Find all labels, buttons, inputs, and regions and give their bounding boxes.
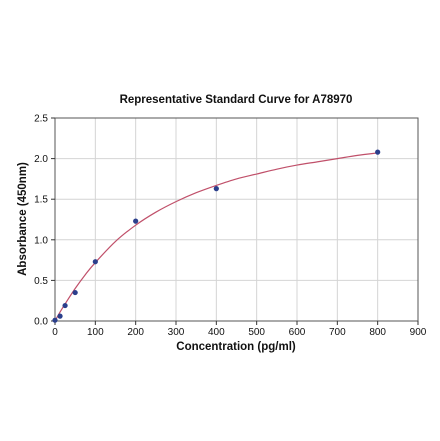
y-tick-label: 1.0 bbox=[34, 235, 48, 246]
y-tick-label: 2.0 bbox=[34, 154, 48, 165]
y-tick-label: 1.5 bbox=[34, 195, 48, 206]
data-point bbox=[213, 186, 219, 192]
y-tick-label: 0.5 bbox=[34, 276, 48, 287]
x-tick-label: 900 bbox=[410, 327, 427, 338]
data-point bbox=[72, 289, 78, 296]
y-tick-label: 2.5 bbox=[34, 114, 48, 125]
data-point bbox=[57, 313, 63, 319]
y-axis-label: Absorbance (450nm) bbox=[17, 162, 29, 276]
data-point bbox=[133, 218, 139, 224]
chart-title: Representative Standard Curve for A78970 bbox=[120, 94, 353, 106]
x-tick-label: 200 bbox=[127, 327, 144, 338]
x-tick-label: 700 bbox=[329, 327, 346, 338]
x-tick-label: 800 bbox=[369, 327, 386, 338]
axis-ticks bbox=[51, 117, 419, 325]
x-tick-label: 300 bbox=[168, 327, 185, 338]
data-point bbox=[92, 259, 98, 265]
data-point bbox=[62, 302, 68, 309]
axis-tick-labels: 0 100 200 300 400 500 600 700 800 900 0.0 0.5 1.0 1.5… bbox=[34, 114, 427, 339]
data-point bbox=[52, 317, 58, 323]
x-tick-label: 600 bbox=[289, 327, 306, 338]
y-tick-label: 0.0 bbox=[34, 317, 48, 328]
plot-area-frame bbox=[54, 117, 419, 322]
data-point bbox=[375, 149, 381, 155]
x-tick-label: 400 bbox=[208, 327, 225, 338]
x-axis-label: Concentration (pg/ml) bbox=[176, 341, 296, 353]
data-points bbox=[52, 149, 381, 323]
x-tick-label: 500 bbox=[248, 327, 265, 338]
x-tick-label: 0 bbox=[52, 327, 58, 338]
fit-curve-line bbox=[54, 152, 378, 322]
x-tick-label: 100 bbox=[87, 327, 104, 338]
grid-lines bbox=[54, 117, 419, 322]
